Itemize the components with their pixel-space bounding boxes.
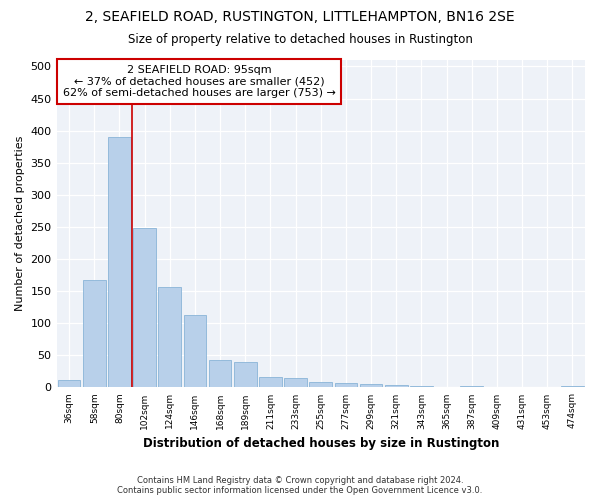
Bar xyxy=(259,376,282,388)
Bar xyxy=(58,380,80,388)
Bar xyxy=(410,386,433,388)
Bar xyxy=(209,360,232,388)
Bar xyxy=(108,137,131,388)
Bar xyxy=(284,378,307,388)
Text: 2 SEAFIELD ROAD: 95sqm
← 37% of detached houses are smaller (452)
62% of semi-de: 2 SEAFIELD ROAD: 95sqm ← 37% of detached… xyxy=(63,65,335,98)
Bar xyxy=(83,280,106,388)
Bar xyxy=(460,386,483,388)
Text: 2, SEAFIELD ROAD, RUSTINGTON, LITTLEHAMPTON, BN16 2SE: 2, SEAFIELD ROAD, RUSTINGTON, LITTLEHAMP… xyxy=(85,10,515,24)
Y-axis label: Number of detached properties: Number of detached properties xyxy=(15,136,25,312)
Bar xyxy=(158,288,181,388)
Bar xyxy=(234,362,257,388)
Bar xyxy=(335,383,357,388)
Bar xyxy=(385,385,407,388)
Text: Contains HM Land Registry data © Crown copyright and database right 2024.
Contai: Contains HM Land Registry data © Crown c… xyxy=(118,476,482,495)
Bar xyxy=(360,384,382,388)
Bar xyxy=(184,315,206,388)
Text: Size of property relative to detached houses in Rustington: Size of property relative to detached ho… xyxy=(128,32,472,46)
Bar xyxy=(310,382,332,388)
Bar xyxy=(133,228,156,388)
Bar xyxy=(561,386,584,388)
X-axis label: Distribution of detached houses by size in Rustington: Distribution of detached houses by size … xyxy=(143,437,499,450)
